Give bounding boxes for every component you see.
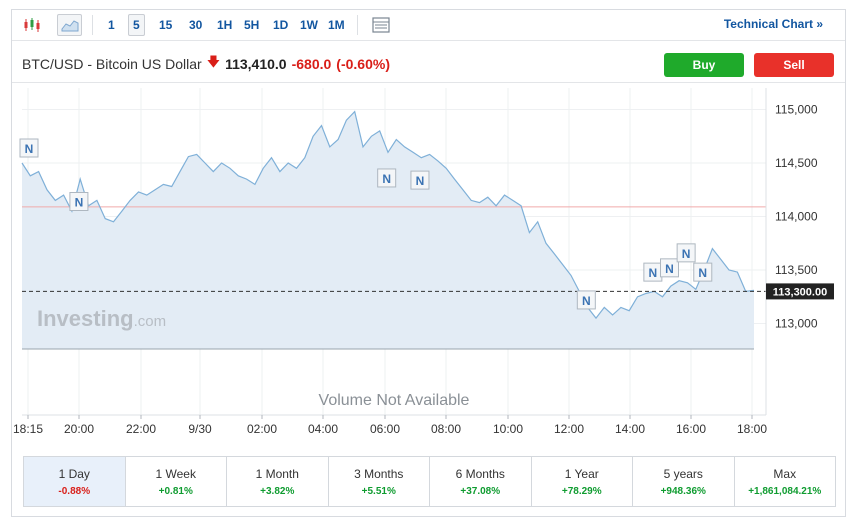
news-marker[interactable]: N [643,262,663,282]
sell-button[interactable]: Sell [754,53,834,77]
period-label: 1 Year [564,466,599,481]
x-tick-label: 14:00 [615,422,645,436]
timeframe-1h[interactable]: 1H [217,18,233,32]
technical-chart-link[interactable]: Technical Chart » [723,17,823,31]
news-marker[interactable]: N [676,243,696,263]
x-tick-label: 20:00 [64,422,94,436]
period-max[interactable]: Max +1,861,084.21% [735,457,836,506]
news-marker[interactable]: N [410,170,430,190]
x-tick-label: 22:00 [126,422,156,436]
news-marker[interactable]: N [377,168,397,188]
arrow-down-icon: 🡇 [206,54,221,69]
period-3-months[interactable]: 3 Months +5.51% [329,457,430,506]
instrument-quote: BTC/USD - Bitcoin US Dollar 🡇 113,410.0 … [22,53,390,75]
svg-text:N: N [416,174,425,188]
toolbar-divider [92,15,93,35]
period-change: +1,861,084.21% [748,485,822,497]
toolbar-divider [357,15,358,35]
candlestick-chart-icon[interactable] [22,14,42,36]
period-change: +0.81% [158,485,193,497]
current-price-label: 113,300.00 [773,286,827,298]
timeframe-1d[interactable]: 1D [273,18,289,32]
period-change: +5.51% [361,485,396,497]
price-line [21,110,755,320]
instrument-name: BTC/USD - Bitcoin US Dollar [22,56,202,72]
svg-text:N: N [665,262,674,276]
svg-text:N: N [649,266,658,280]
news-marker[interactable]: N [576,290,596,310]
price-change: -680.0 [291,56,332,72]
svg-text:N: N [75,196,84,210]
news-marker[interactable]: N [693,262,713,282]
period-5-years[interactable]: 5 years +948.36% [633,457,735,506]
chart-toolbar: 1 5 15 30 1H 5H 1D 1W 1M Technical Chart » [12,10,845,41]
y-tick-label: 115,000 [775,103,818,117]
svg-text:N: N [698,266,707,280]
area-chart-icon[interactable] [57,14,82,36]
quote-header: BTC/USD - Bitcoin US Dollar 🡇 113,410.0 … [12,41,845,83]
y-tick-label: 113,500 [775,263,818,277]
timeframe-1m[interactable]: 1M [328,18,345,32]
x-tick-label: 18:15 [13,422,43,436]
performance-periods: 1 Day -0.88% 1 Week +0.81% 1 Month +3.82% 3 Mo… [23,456,836,507]
timeframe-1[interactable]: 1 [108,18,115,32]
period-change: +3.82% [260,485,295,497]
svg-text:N: N [582,294,591,308]
x-tick-label: 18:00 [737,422,767,436]
x-tick-label: 06:00 [370,422,400,436]
investing-watermark: Investing.com [37,306,166,331]
price-change-percent: (-0.60%) [336,56,390,72]
volume-unavailable-text: Volume Not Available [319,392,470,409]
x-tick-label: 10:00 [493,422,523,436]
last-price: 113,410.0 [225,56,287,72]
period-label: 1 Week [155,466,196,481]
timeframe-30[interactable]: 30 [189,18,203,32]
period-label: 1 Month [255,466,299,481]
x-tick-label: 04:00 [308,422,338,436]
period-change: +37.08% [460,485,501,497]
news-marker[interactable]: N [19,138,39,158]
timeframe-5[interactable]: 5 [128,14,145,36]
table-view-icon[interactable] [370,14,392,36]
y-tick-label: 114,000 [775,210,818,224]
price-area-fill [22,111,754,349]
period-label: 1 Day [58,466,90,481]
period-label: 5 years [663,466,703,481]
timeframe-1w[interactable]: 1W [300,18,318,32]
x-tick-label: 9/30 [188,422,212,436]
timeframe-15[interactable]: 15 [159,18,173,32]
x-tick-label: 02:00 [247,422,277,436]
timeframe-5h[interactable]: 5H [244,18,260,32]
x-tick-label: 12:00 [554,422,584,436]
news-marker[interactable]: N [69,192,89,211]
period-1-year[interactable]: 1 Year +78.29% [532,457,633,506]
period-change: +948.36% [660,485,706,497]
period-label: 3 Months [354,466,404,481]
y-tick-label: 113,000 [775,317,818,331]
period-change: -0.88% [58,485,91,497]
period-1-week[interactable]: 1 Week +0.81% [126,457,227,506]
x-tick-label: 08:00 [431,422,461,436]
svg-text:N: N [25,142,34,156]
period-1-month[interactable]: 1 Month +3.82% [227,457,329,506]
current-price-badge [766,283,834,300]
news-marker[interactable]: N [660,258,679,278]
period-1-day[interactable]: 1 Day -0.88% [24,457,126,506]
svg-text:N: N [682,247,691,261]
period-change: +78.29% [561,485,602,497]
svg-text:N: N [382,172,391,186]
x-tick-label: 16:00 [676,422,706,436]
period-label: 6 Months [455,466,505,481]
y-tick-label: 114,500 [775,156,818,170]
period-label: Max [773,466,797,481]
period-6-months[interactable]: 6 Months +37.08% [430,457,532,506]
buy-button[interactable]: Buy [664,53,744,77]
